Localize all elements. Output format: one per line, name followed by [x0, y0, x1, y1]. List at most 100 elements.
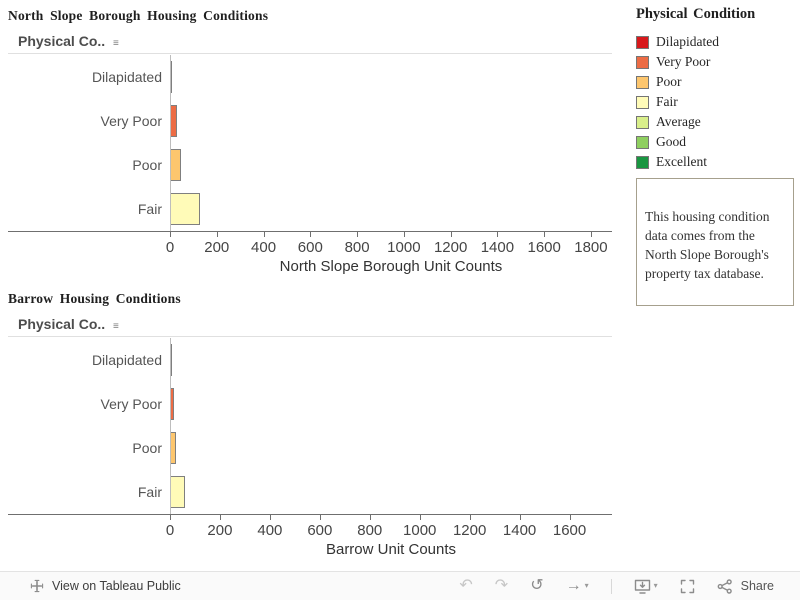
undo-button[interactable]: ↶ [459, 578, 472, 594]
refresh-icon: → [565, 577, 582, 594]
category-label: Dilapidated [91, 69, 162, 85]
tableau-logo-icon [30, 579, 44, 593]
legend-label: Average [656, 114, 701, 129]
legend-item-good[interactable]: Good [636, 132, 794, 152]
tick-mark [219, 515, 221, 520]
bar-area [170, 143, 612, 187]
redo-button[interactable]: ↷ [495, 578, 508, 594]
chart1-rows: Dilapidated Very Poor Poor Fair [8, 55, 612, 231]
legend-swatch [636, 115, 649, 129]
chevron-down-icon: ▾ [653, 581, 658, 590]
chart1-x-axis-line [8, 231, 612, 232]
tick-mark [469, 515, 471, 520]
bar-poor[interactable] [170, 149, 181, 181]
category-label: Fair [137, 201, 162, 217]
note-box: This housing condition data comes from t… [636, 178, 794, 306]
sort-icon[interactable]: ≡ [113, 38, 119, 49]
sort-icon[interactable]: ≡ [113, 321, 119, 332]
tick-mark [590, 232, 592, 237]
chart2-x-axis-line [8, 514, 612, 515]
legend-label: Very Poor [656, 54, 711, 69]
tick-label: 0 [165, 522, 175, 539]
tick-label: 1600 [527, 239, 561, 256]
legend-swatch [636, 55, 649, 69]
bar-fair[interactable] [170, 193, 201, 225]
tick-mark [369, 515, 371, 520]
tick-label: 1200 [452, 522, 487, 539]
undo-icon: ↶ [459, 577, 473, 594]
chart-row: Poor [8, 143, 612, 187]
chart-row: Dilapidated [8, 55, 612, 99]
chart1-zero-line [170, 55, 171, 231]
tick-label: 600 [307, 522, 333, 539]
tick-mark [170, 515, 171, 520]
tick-mark [519, 515, 521, 520]
tick-mark [170, 232, 171, 237]
tick-label: 400 [257, 522, 283, 539]
tick-label: 400 [251, 239, 277, 256]
legend-item-fair[interactable]: Fair [636, 92, 794, 112]
view-on-tableau-public-link[interactable]: View on Tableau Public [30, 579, 181, 593]
tick-mark [450, 232, 452, 237]
tick-mark [497, 232, 499, 237]
tick-mark [269, 515, 271, 520]
tick-label: 1200 [433, 239, 468, 256]
tick-mark [419, 515, 421, 520]
tick-label: 1000 [387, 239, 421, 256]
chart-row: Fair [8, 470, 612, 514]
chevron-down-icon: ▾ [584, 581, 589, 590]
legend-label: Poor [656, 74, 682, 89]
category-label: Very Poor [100, 396, 162, 412]
legend-swatch [636, 75, 649, 89]
legend-swatch [636, 155, 649, 169]
bar-fair[interactable] [170, 476, 185, 508]
bar-area [170, 187, 612, 231]
legend-title: Physical Condition [636, 6, 756, 22]
tick-mark [319, 515, 321, 520]
tick-label: 600 [297, 239, 323, 256]
category-label: Fair [137, 484, 162, 500]
bar-very-poor[interactable] [170, 105, 178, 137]
tick-label: 800 [357, 522, 383, 539]
legend-item-average[interactable]: Average [636, 112, 794, 132]
share-label: Share [740, 578, 774, 593]
category-label: Poor [132, 157, 162, 173]
legend-label: Good [656, 134, 686, 149]
chart-row: Fair [8, 187, 612, 231]
note-text: This housing condition data comes from t… [645, 209, 770, 282]
tableau-toolbar: View on Tableau Public ↶ ↷ ↺ → ▾ ▾ [0, 571, 800, 600]
bar-area [170, 338, 612, 382]
chart1-column-header[interactable]: Physical Co.. ≡ [8, 28, 612, 54]
tick-label: 1600 [552, 522, 587, 539]
refresh-button[interactable]: → ▾ [566, 578, 589, 594]
download-button[interactable]: ▾ [634, 579, 658, 594]
tick-mark [569, 515, 571, 520]
tick-label: 1400 [480, 239, 515, 256]
reset-button[interactable]: ↺ [530, 578, 543, 594]
chart2-column-header[interactable]: Physical Co.. ≡ [8, 311, 612, 337]
column-header-label: Physical Co.. [18, 316, 106, 332]
legend-swatch [636, 135, 649, 149]
redo-icon: ↷ [494, 577, 509, 594]
tick-mark [310, 232, 312, 237]
legend: Dilapidated Very Poor Poor Fair Average Good E… [636, 32, 794, 172]
legend-item-dilapidated[interactable]: Dilapidated [636, 32, 794, 52]
legend-item-poor[interactable]: Poor [636, 72, 794, 92]
legend-label: Excellent [656, 154, 707, 169]
category-label: Dilapidated [91, 352, 162, 368]
legend-item-excellent[interactable]: Excellent [636, 152, 794, 172]
tick-label: 200 [204, 239, 230, 256]
tick-label: 1400 [502, 522, 537, 539]
chart2-rows: Dilapidated Very Poor Poor Fair [8, 338, 612, 514]
reset-icon: ↺ [530, 577, 544, 594]
tick-label: 1800 [574, 239, 608, 256]
toolbar-divider [610, 578, 612, 594]
tick-mark [216, 232, 218, 237]
bar-area [170, 99, 612, 143]
download-icon [634, 579, 650, 594]
chart2-zero-line [170, 338, 171, 514]
fullscreen-button[interactable] [680, 579, 695, 594]
share-button[interactable]: Share [717, 578, 774, 594]
legend-item-very-poor[interactable]: Very Poor [636, 52, 794, 72]
chart-row: Dilapidated [8, 338, 612, 382]
